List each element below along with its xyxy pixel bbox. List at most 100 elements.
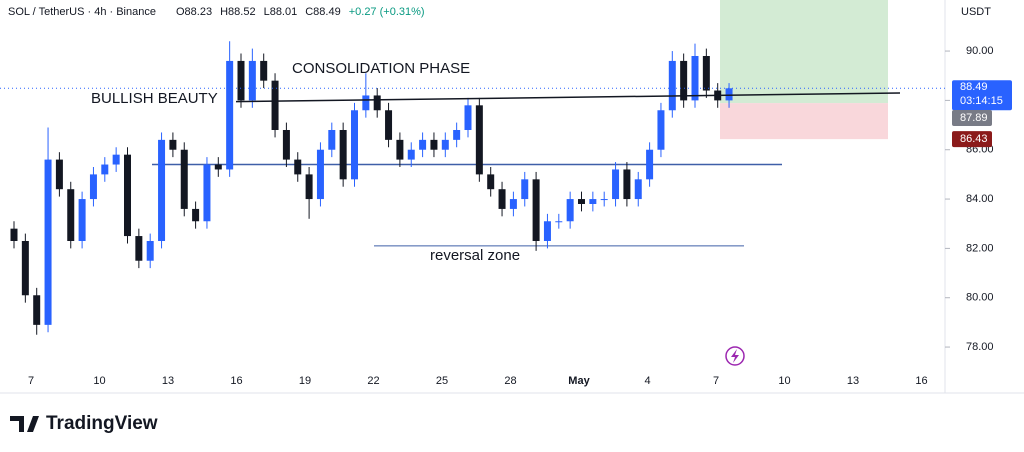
replay-icon[interactable]	[725, 346, 745, 366]
candle-body	[430, 139, 438, 150]
x-tick-label: 13	[847, 375, 859, 387]
candle-body	[169, 139, 177, 150]
candle-body	[294, 159, 302, 175]
y-tick-label: 80.00	[966, 292, 994, 304]
ohlc-value: +0.27 (+0.31%)	[349, 6, 425, 18]
candle-body	[339, 129, 347, 180]
candle-body	[78, 199, 86, 241]
x-tick-label: 19	[299, 375, 311, 387]
candle-body	[385, 110, 393, 140]
ohlc-value: C88.49	[305, 6, 340, 18]
candle-body	[112, 154, 120, 165]
entry-tag	[952, 110, 992, 126]
candle-body	[487, 174, 495, 190]
candle-body	[623, 169, 631, 200]
candle-body	[396, 139, 404, 160]
annotation: BULLISH BEAUTY	[91, 90, 218, 107]
x-tick-label: 25	[436, 375, 448, 387]
candle-body	[305, 174, 313, 200]
x-tick-label: 10	[778, 375, 790, 387]
x-tick-label: 22	[367, 375, 379, 387]
candle-body	[237, 60, 245, 101]
candle-body	[146, 240, 154, 261]
candle-body	[521, 179, 529, 200]
ohlc-header: O88.23 H88.52 L88.01 C88.49 +0.27 (+0.31%)	[176, 6, 425, 18]
candle-body	[543, 221, 551, 241]
candle-body	[453, 129, 461, 140]
trendline	[235, 92, 901, 103]
candle-body	[33, 295, 41, 325]
candle-body	[373, 95, 381, 111]
plot	[0, 0, 950, 348]
candle-body	[498, 189, 506, 209]
candle-body	[135, 236, 143, 261]
candle-body	[158, 139, 166, 241]
symbol-title: SOL / TetherUS · 4h · Binance	[8, 6, 156, 18]
candle-body	[680, 60, 688, 101]
candle-body	[101, 164, 109, 175]
candle-body	[44, 159, 52, 325]
candle-body	[407, 149, 415, 160]
x-tick-label: 16	[230, 375, 242, 387]
candle-body	[589, 199, 597, 204]
candle-body	[124, 154, 131, 237]
candle-body	[600, 199, 608, 201]
candle-body	[646, 149, 654, 180]
candle-body	[725, 88, 733, 101]
x-tick-label: 16	[915, 375, 927, 387]
candle-body	[634, 179, 642, 200]
annotation: CONSOLIDATION PHASE	[292, 60, 470, 77]
candle-body	[226, 60, 234, 170]
price-tag-label: 88.49	[960, 81, 988, 93]
candle-body	[464, 105, 472, 130]
candle-body	[668, 60, 676, 111]
candle-body	[282, 129, 290, 160]
candle-body	[691, 55, 699, 101]
candle-body	[67, 189, 75, 241]
candle-body	[21, 240, 29, 296]
logo	[10, 416, 39, 432]
candle-body	[271, 80, 279, 130]
loss-zone	[720, 103, 888, 140]
candle-body	[612, 169, 620, 200]
candle-body	[248, 60, 256, 101]
ohlc-value: L88.01	[264, 6, 298, 18]
price-tag	[952, 80, 1012, 111]
y-tick-label: 84.00	[966, 193, 994, 205]
candle-body	[328, 129, 336, 150]
candle-body	[260, 60, 268, 81]
candle-body	[180, 149, 188, 209]
annotation: reversal zone	[430, 247, 520, 264]
x-tick-label: 13	[162, 375, 174, 387]
candle-body	[475, 105, 483, 175]
x-tick-label: 7	[28, 375, 34, 387]
candle-body	[566, 199, 574, 222]
x-tick-label: 28	[504, 375, 516, 387]
candle-body	[351, 110, 358, 180]
y-tick-label: 82.00	[966, 242, 994, 254]
candle-body	[441, 139, 449, 150]
candle-body	[509, 199, 517, 209]
ohlc-value: O88.23	[176, 6, 212, 18]
candle-body	[419, 139, 427, 150]
candle-body	[192, 208, 200, 222]
ohlc-value: H88.52	[220, 6, 255, 18]
currency: USDT	[961, 6, 991, 18]
candle-body	[203, 164, 211, 222]
candle-body	[362, 95, 370, 111]
x-tick-label: 10	[93, 375, 105, 387]
candle-body	[316, 149, 324, 200]
candle-body	[578, 199, 585, 204]
y-tick-label: 90.00	[966, 45, 994, 57]
y-tick-label: 78.00	[966, 341, 994, 353]
entry-tag-label: 87.89	[960, 112, 988, 124]
candle-body	[532, 179, 540, 241]
candle-body	[702, 55, 710, 91]
profit-zone	[720, 0, 888, 104]
stop-tag-label: 86.43	[960, 133, 988, 145]
candle-body	[89, 174, 97, 200]
stop-tag	[952, 131, 992, 148]
candle-body	[214, 164, 222, 170]
candle-body	[55, 159, 63, 190]
